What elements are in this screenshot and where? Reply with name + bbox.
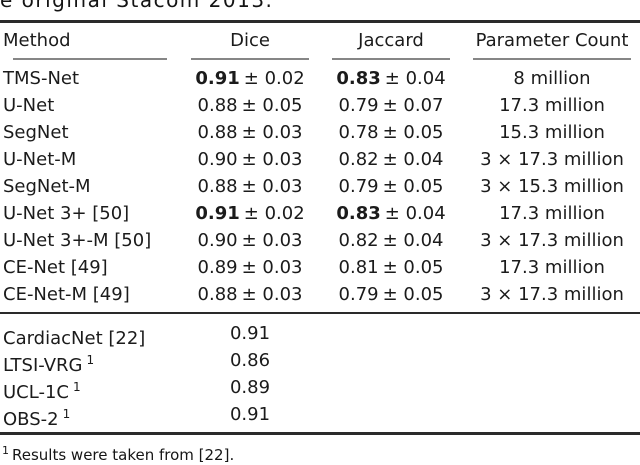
- dice-cell: 0.89 ± 0.03: [197, 257, 303, 278]
- dice-cell: 0.88 ± 0.05: [197, 95, 303, 116]
- dice-cell: 0.89: [229, 377, 271, 398]
- table-row: LTSI-VRG 1 0.86: [0, 347, 640, 376]
- jaccard-cell: 0.78 ± 0.05: [338, 122, 444, 143]
- method-cell: SegNet: [3, 122, 69, 143]
- parameter-count-cell: 17.3 million: [499, 257, 605, 278]
- table-row: OBS-2 1 0.91: [0, 401, 640, 430]
- method-cell: CardiacNet [22]: [3, 328, 146, 349]
- table-bottom-rule: [0, 432, 640, 435]
- table-header-row: Method Dice Jaccard Parameter Count: [0, 29, 640, 53]
- dice-cell: 0.91: [229, 323, 271, 344]
- parameter-count-cell: 3 × 17.3 million: [480, 284, 624, 305]
- method-cell: OBS-2 1: [3, 407, 71, 430]
- jaccard-cell: 0.79 ± 0.07: [338, 95, 444, 116]
- column-header-method: Method: [3, 30, 71, 51]
- table-row: TMS-Net 0.91 ± 0.02 0.83 ± 0.04 8 million: [0, 65, 640, 92]
- table-row: UCL-1C 1 0.89: [0, 374, 640, 403]
- jaccard-cell: 0.81 ± 0.05: [338, 257, 444, 278]
- dice-cell: 0.90 ± 0.03: [197, 230, 303, 251]
- method-cell: LTSI-VRG 1: [3, 353, 95, 376]
- column-header-dice: Dice: [230, 30, 270, 51]
- parameter-count-cell: 3 × 15.3 million: [480, 176, 624, 197]
- method-cell: CE-Net-M [49]: [3, 284, 130, 305]
- parameter-count-header-rule: [473, 58, 631, 60]
- dice-cell: 0.88 ± 0.03: [197, 284, 303, 305]
- column-header-jaccard: Jaccard: [358, 30, 424, 51]
- footnote-ref: 1: [86, 353, 95, 367]
- main-results-section: TMS-Net 0.91 ± 0.02 0.83 ± 0.04 8 million …: [0, 65, 640, 308]
- dice-cell: 0.91: [229, 404, 271, 425]
- method-cell: U-Net 3+-M [50]: [3, 230, 152, 251]
- parameter-count-cell: 3 × 17.3 million: [480, 149, 624, 170]
- jaccard-cell: 0.79 ± 0.05: [338, 284, 444, 305]
- parameter-count-cell: 3 × 17.3 million: [480, 230, 624, 251]
- caption-fragment: e original Stacom 2013.: [0, 0, 274, 12]
- table-row: CE-Net [49] 0.89 ± 0.03 0.81 ± 0.05 17.3 m…: [0, 254, 640, 281]
- method-cell: U-Net 3+ [50]: [3, 203, 130, 224]
- jaccard-cell: 0.83 ± 0.04: [336, 68, 446, 89]
- table-row: CardiacNet [22] 0.91: [0, 320, 640, 349]
- table-row: SegNet 0.88 ± 0.03 0.78 ± 0.05 15.3 millio…: [0, 119, 640, 146]
- footnote-text: Results were taken from [22].: [12, 446, 235, 464]
- parameter-count-cell: 17.3 million: [499, 203, 605, 224]
- parameter-count-cell: 17.3 million: [499, 95, 605, 116]
- table-row: SegNet-M 0.88 ± 0.03 0.79 ± 0.05 3 × 15.3 …: [0, 173, 640, 200]
- dice-header-rule: [191, 58, 309, 60]
- table-row: CE-Net-M [49] 0.88 ± 0.03 0.79 ± 0.05 3 × …: [0, 281, 640, 308]
- dice-cell: 0.91 ± 0.02: [195, 203, 305, 224]
- parameter-count-cell: 8 million: [513, 68, 591, 89]
- method-cell: U-Net: [3, 95, 55, 116]
- dice-cell: 0.91 ± 0.02: [195, 68, 305, 89]
- table-row: U-Net 3+ [50] 0.91 ± 0.02 0.83 ± 0.04 17.3…: [0, 200, 640, 227]
- jaccard-cell: 0.82 ± 0.04: [338, 149, 444, 170]
- method-cell: TMS-Net: [3, 68, 80, 89]
- method-cell: CE-Net [49]: [3, 257, 108, 278]
- parameter-count-cell: 15.3 million: [499, 122, 605, 143]
- table-mid-rule: [0, 312, 640, 314]
- table-row: U-Net 0.88 ± 0.05 0.79 ± 0.07 17.3 million: [0, 92, 640, 119]
- footnote: 1 Results were taken from [22].: [2, 441, 234, 465]
- footnote-ref: 1: [62, 407, 71, 421]
- footnote-ref: 1: [72, 380, 81, 394]
- method-cell: UCL-1C 1: [3, 380, 81, 403]
- method-cell: SegNet-M: [3, 176, 91, 197]
- dice-cell: 0.90 ± 0.03: [197, 149, 303, 170]
- column-header-parameter-count: Parameter Count: [475, 30, 629, 51]
- table-row: U-Net 3+-M [50] 0.90 ± 0.03 0.82 ± 0.04 3 …: [0, 227, 640, 254]
- table-top-rule: [0, 20, 640, 23]
- jaccard-cell: 0.79 ± 0.05: [338, 176, 444, 197]
- method-cell: U-Net-M: [3, 149, 77, 170]
- footnote-marker: 1: [2, 444, 9, 457]
- dice-cell: 0.88 ± 0.03: [197, 176, 303, 197]
- dice-cell: 0.86: [229, 350, 271, 371]
- table-row: U-Net-M 0.90 ± 0.03 0.82 ± 0.04 3 × 17.3 m…: [0, 146, 640, 173]
- method-header-rule: [13, 58, 167, 60]
- jaccard-cell: 0.82 ± 0.04: [338, 230, 444, 251]
- dice-cell: 0.88 ± 0.03: [197, 122, 303, 143]
- jaccard-header-rule: [332, 58, 450, 60]
- comparison-results-section: CardiacNet [22] 0.91 LTSI-VRG 1 0.86 UCL-…: [0, 320, 640, 430]
- jaccard-cell: 0.83 ± 0.04: [336, 203, 446, 224]
